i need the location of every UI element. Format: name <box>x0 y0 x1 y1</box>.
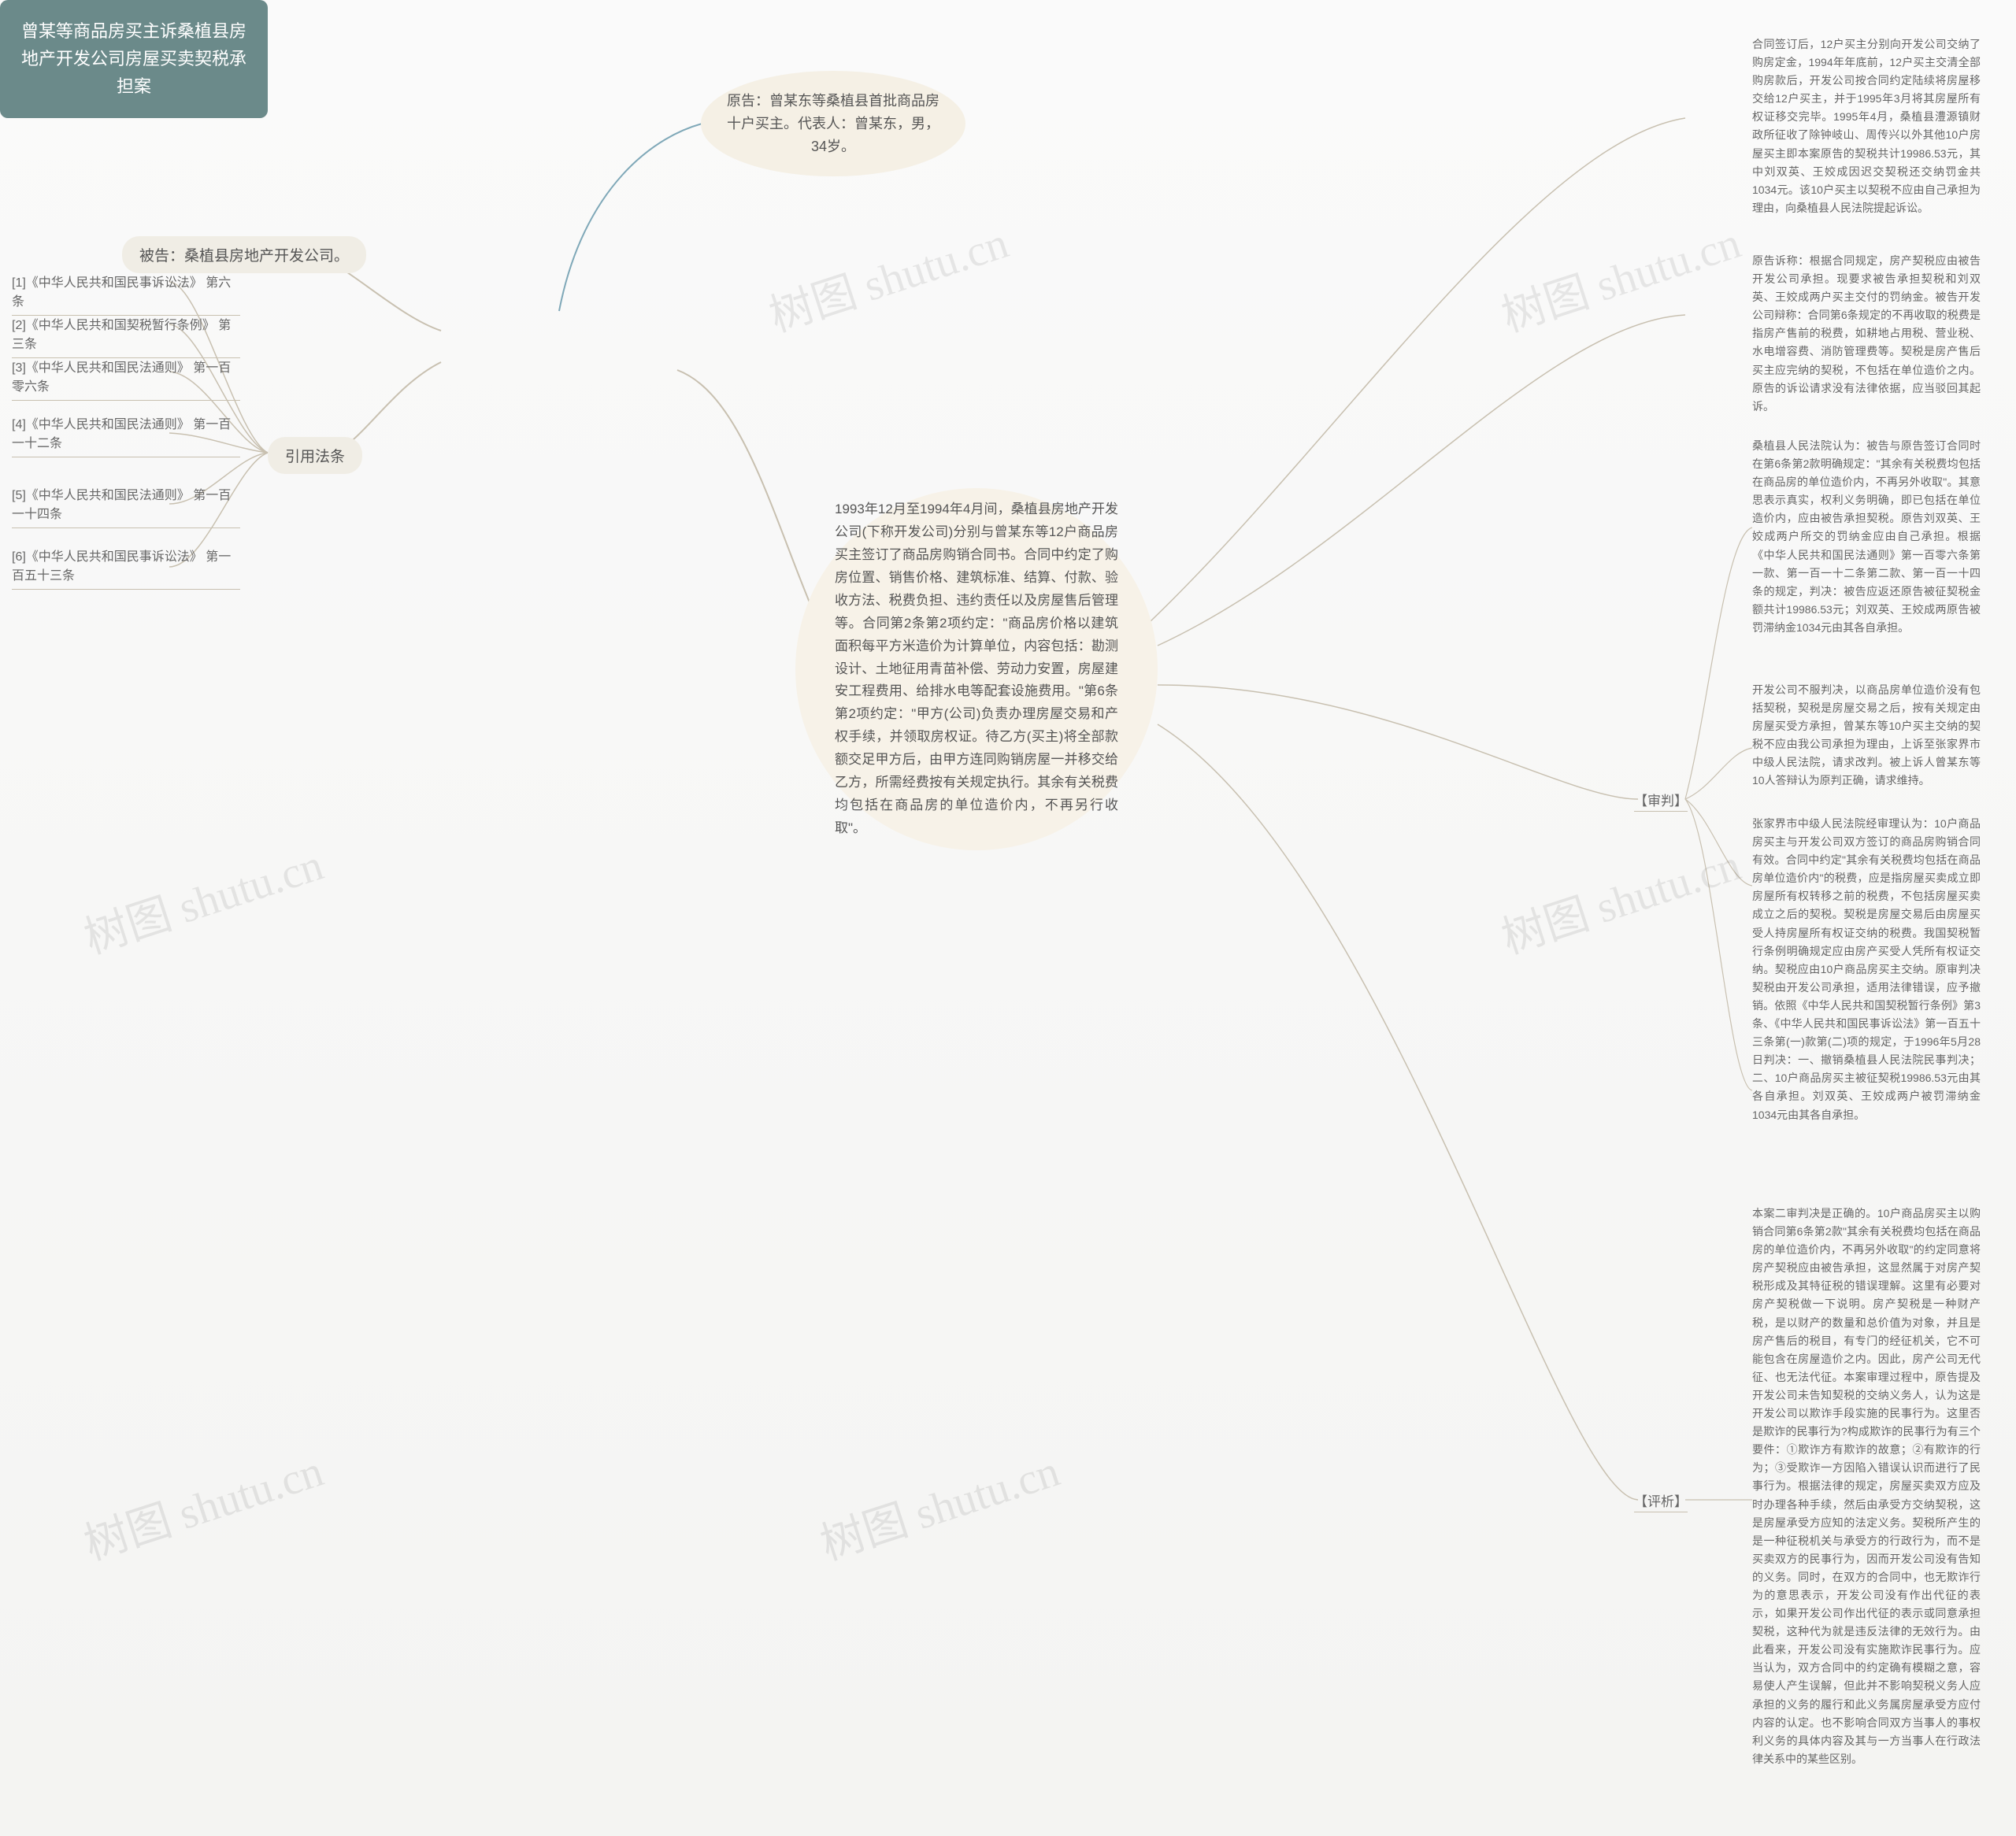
trial-block[interactable]: 张家界市中级人民法院经审理认为：10户商品房买主与开发公司双方签订的商品房购销合… <box>1752 815 1981 1124</box>
comment-block[interactable]: 本案二审判决是正确的。10户商品房买主以购销合同第6条第2款"其余有关税费均包括… <box>1752 1205 1981 1768</box>
watermark: 树图 shutu.cn <box>760 207 1015 344</box>
watermark: 树图 shutu.cn <box>1492 829 1747 966</box>
watermark: 树图 shutu.cn <box>811 1435 1066 1572</box>
facts-text: 1993年12月至1994年4月间，桑植县房地产开发公司(下称开发公司)分别与曾… <box>835 498 1118 839</box>
trial-block[interactable]: 合同签订后，12户买主分别向开发公司交纳了购房定金，1994年年底前，12户买主… <box>1752 35 1981 217</box>
law-item[interactable]: [5]《中华人民共和国民法通则》 第一百一十四条 <box>12 487 240 528</box>
law-item[interactable]: [1]《中华人民共和国民事诉讼法》 第六条 <box>12 274 240 316</box>
watermark: 树图 shutu.cn <box>75 1435 330 1572</box>
trial-block[interactable]: 原告诉称：根据合同规定，房产契税应由被告开发公司承担。现要求被告承担契税和刘双英… <box>1752 252 1981 416</box>
center-topic[interactable]: 曾某等商品房买主诉桑植县房地产开发公司房屋买卖契税承担案 <box>0 0 268 118</box>
law-item[interactable]: [4]《中华人民共和国民法通则》 第一百一十二条 <box>12 416 240 457</box>
watermark: 树图 shutu.cn <box>75 829 330 966</box>
trial-block[interactable]: 开发公司不服判决，以商品房单位造价没有包括契税，契税是房屋交易之后，按有关规定由… <box>1752 681 1981 790</box>
law-item[interactable]: [6]《中华人民共和国民事诉讼法》 第一百五十三条 <box>12 548 240 590</box>
plaintiff-node[interactable]: 原告：曾某东等桑植县首批商品房十户买主。代表人：曾某东，男，34岁。 <box>701 71 965 176</box>
laws-node[interactable]: 引用法条 <box>268 437 362 474</box>
trial-block[interactable]: 桑植县人民法院认为：被告与原告签订合同时在第6条第2款明确规定："其余有关税费均… <box>1752 437 1981 637</box>
comment-label[interactable]: 【评析】 <box>1634 1490 1688 1512</box>
law-item[interactable]: [2]《中华人民共和国契税暂行条例》 第三条 <box>12 316 240 358</box>
watermark: 树图 shutu.cn <box>1492 207 1747 344</box>
connector-layer <box>0 0 2016 1836</box>
facts-node[interactable]: 1993年12月至1994年4月间，桑植县房地产开发公司(下称开发公司)分别与曾… <box>795 488 1158 850</box>
trial-label[interactable]: 【审判】 <box>1634 790 1688 812</box>
law-item[interactable]: [3]《中华人民共和国民法通则》 第一百零六条 <box>12 359 240 401</box>
defendant-node[interactable]: 被告：桑植县房地产开发公司。 <box>122 236 366 273</box>
